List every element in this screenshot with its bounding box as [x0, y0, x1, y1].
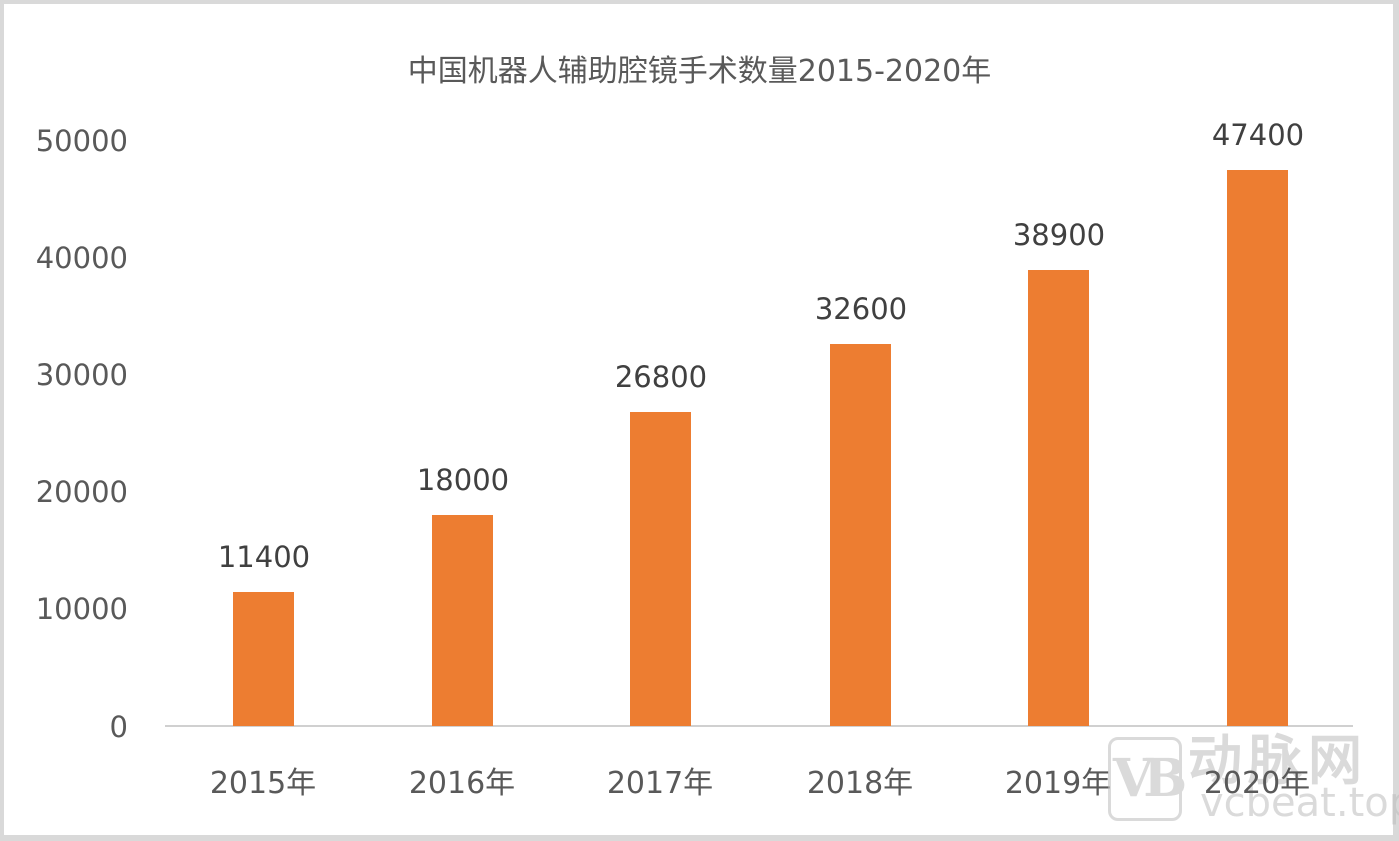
- bar-2020: [1227, 170, 1288, 726]
- y-tick-0: 0: [109, 710, 128, 744]
- x-axis-line: [165, 725, 1353, 727]
- bar-label-2018: 32600: [814, 292, 908, 326]
- x-tick-2020: 2020年: [1203, 766, 1311, 801]
- bar-label-2019: 38900: [1012, 218, 1106, 252]
- x-tick-2018: 2018年: [806, 766, 914, 801]
- bar-label-2016: 18000: [416, 463, 510, 497]
- bar-label-2020: 47400: [1211, 118, 1305, 152]
- y-tick-50000: 50000: [35, 124, 128, 158]
- y-tick-30000: 30000: [35, 358, 128, 392]
- x-tick-2017: 2017年: [606, 766, 714, 801]
- bar-2018: [830, 344, 891, 726]
- bar-label-2015: 11400: [217, 540, 311, 574]
- y-tick-10000: 10000: [35, 592, 128, 626]
- x-tick-2019: 2019年: [1004, 766, 1112, 801]
- bar-2016: [432, 515, 493, 726]
- y-tick-20000: 20000: [35, 475, 128, 509]
- bar-label-2017: 26800: [614, 360, 708, 394]
- bar-2015: [233, 592, 294, 726]
- x-tick-2016: 2016年: [408, 766, 516, 801]
- bar-2017: [630, 412, 691, 726]
- y-tick-40000: 40000: [35, 241, 128, 275]
- bar-2019: [1028, 270, 1089, 726]
- chart-title: 中国机器人辅助腔镜手术数量2015-2020年: [407, 54, 992, 89]
- x-tick-2015: 2015年: [209, 766, 317, 801]
